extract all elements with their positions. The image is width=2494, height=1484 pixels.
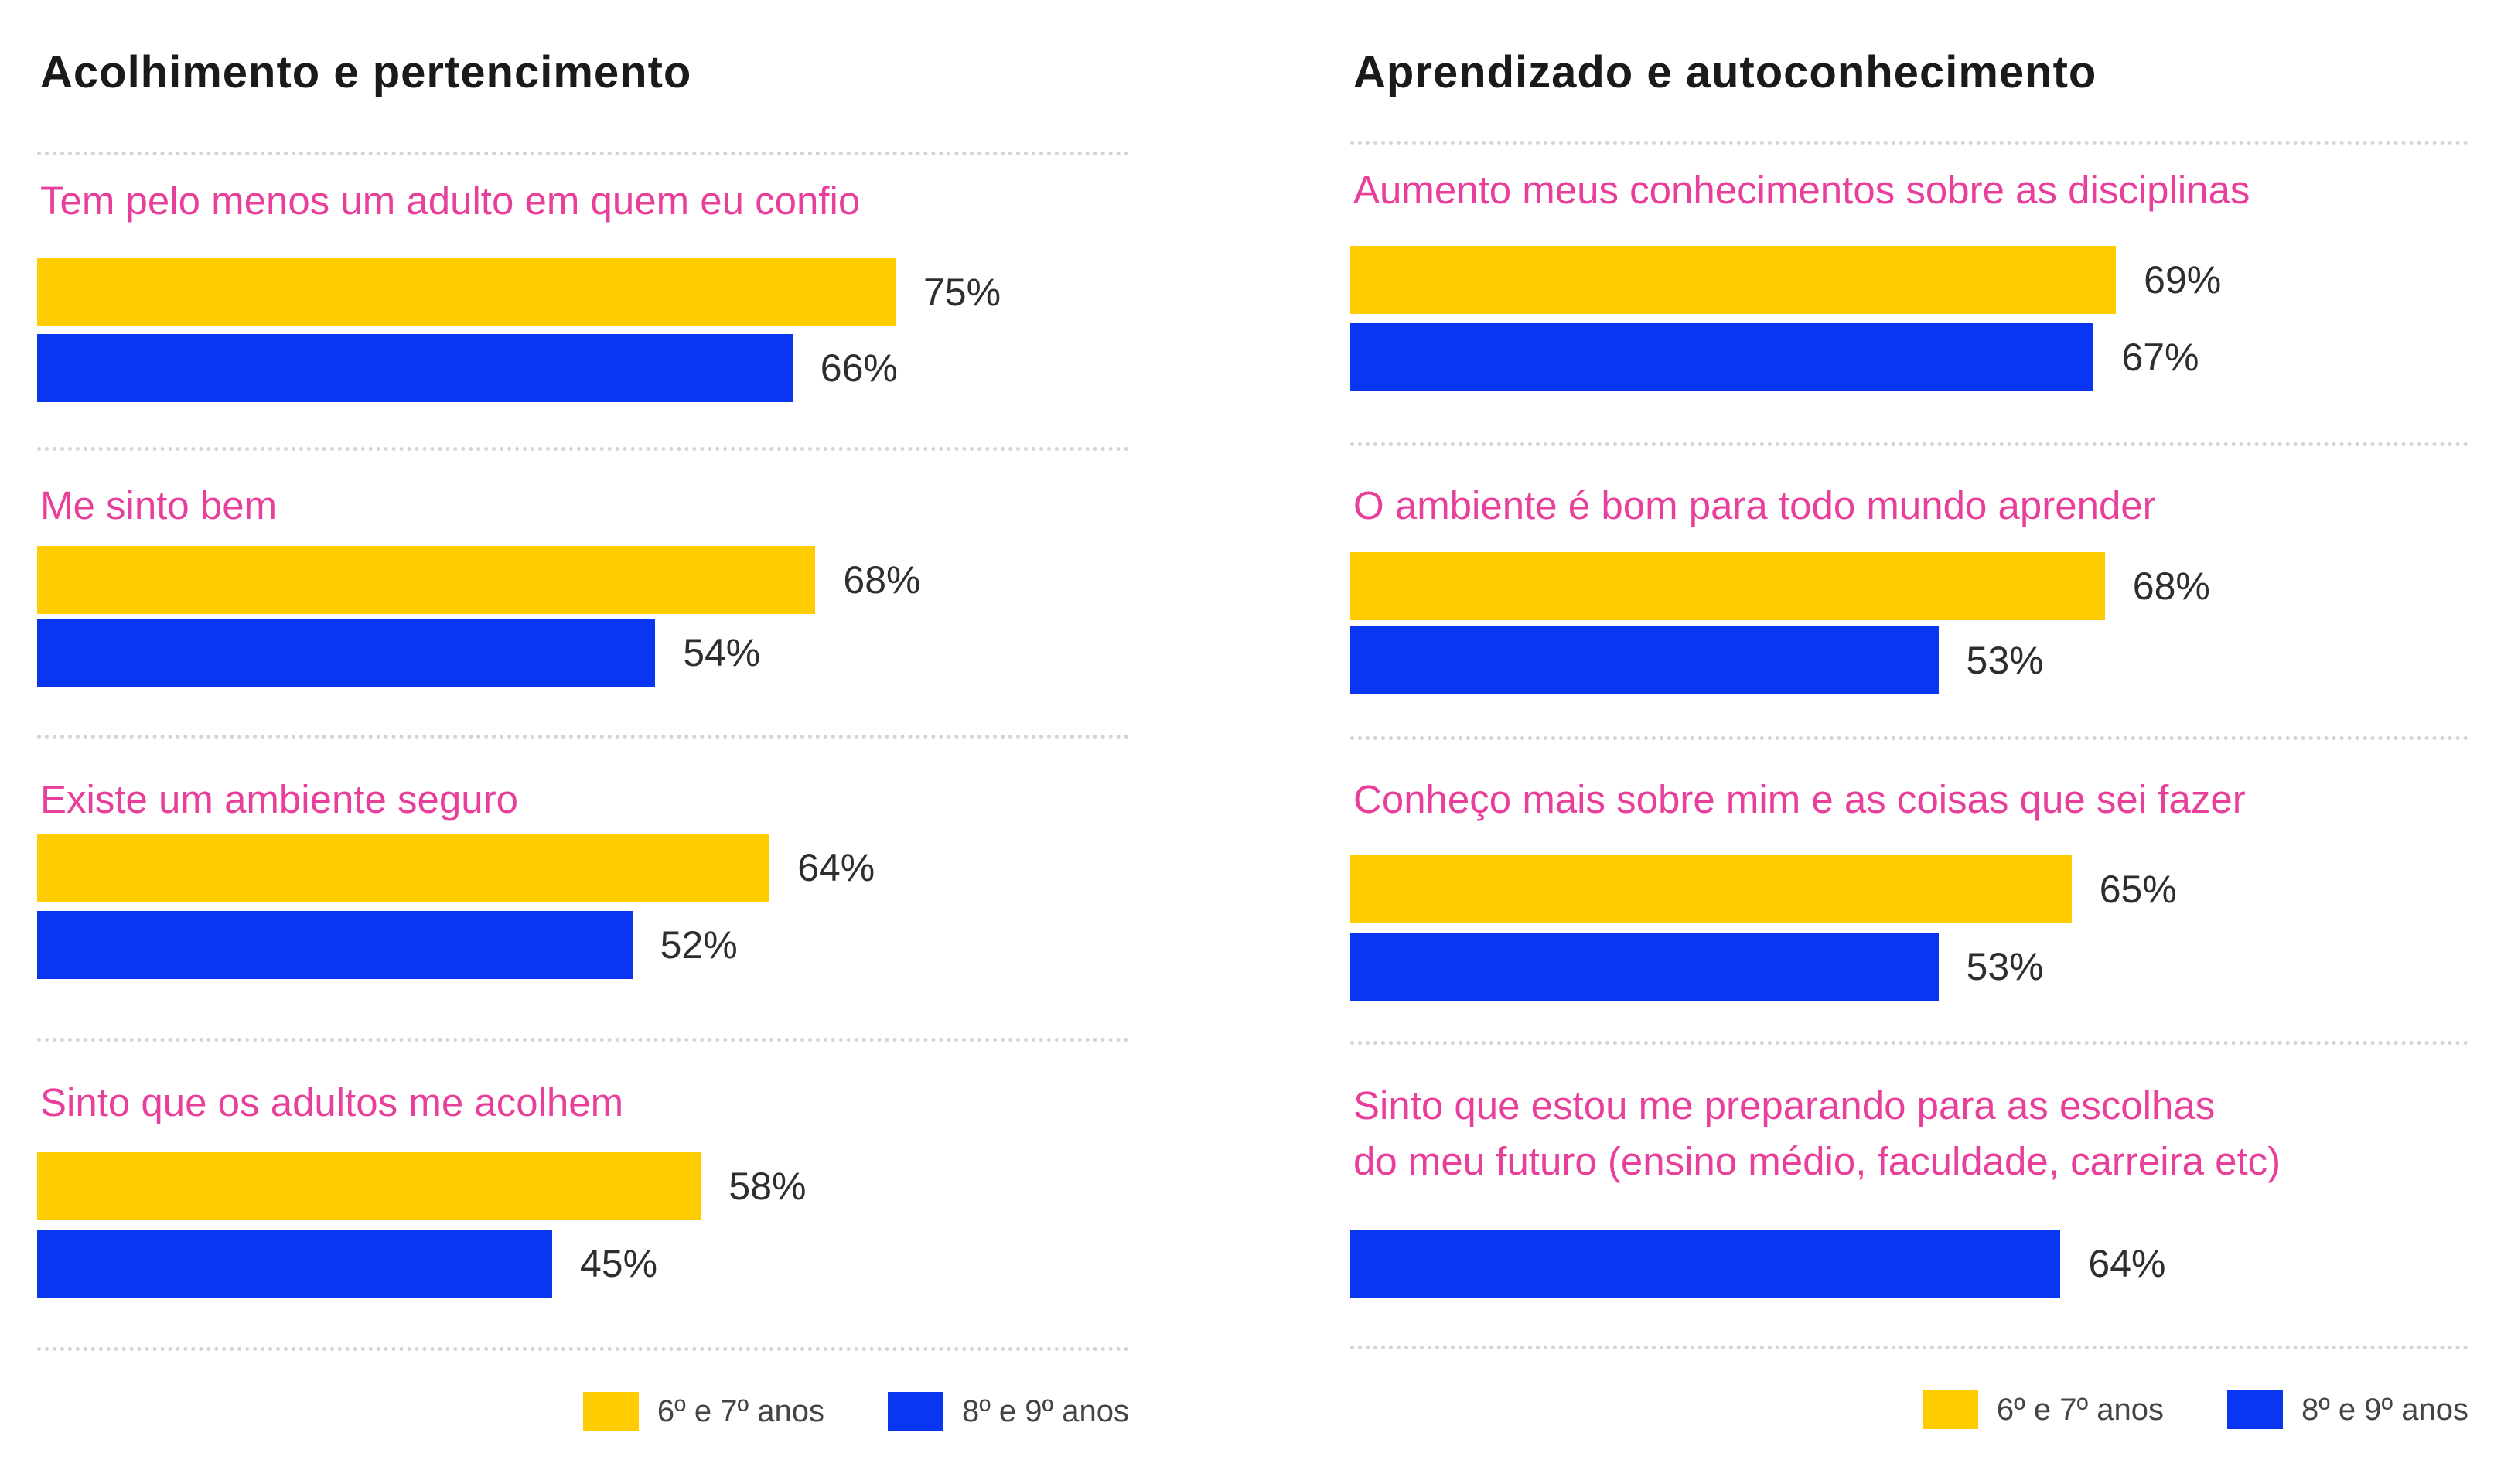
value-label: 54%	[683, 631, 761, 674]
bar-6-7-anos	[37, 1152, 701, 1220]
value-label: 58%	[728, 1165, 807, 1208]
value-label: 53%	[1966, 945, 2044, 988]
value-label: 75%	[923, 271, 1001, 314]
legend-item: 8º e 9º anos	[2226, 1390, 2468, 1429]
value-label: 64%	[797, 846, 875, 889]
category-label: Aumento meus conhecimentos sobre as disc…	[1353, 168, 2250, 212]
bar-6-7-anos	[1350, 855, 2072, 923]
bar-8-9-anos	[1350, 933, 1939, 1001]
value-label: 52%	[660, 923, 738, 967]
value-label: 69%	[2144, 258, 2222, 302]
dotted-divider	[1350, 442, 2468, 446]
legend-swatch	[1922, 1390, 1978, 1429]
value-label: 65%	[2099, 868, 2177, 911]
bar-6-7-anos	[1350, 552, 2105, 620]
bar-6-7-anos	[37, 258, 896, 326]
dotted-divider	[1350, 141, 2468, 145]
category-label: do meu futuro (ensino médio, faculdade, …	[1353, 1139, 2281, 1183]
category-label: Tem pelo menos um adulto em quem eu conf…	[40, 179, 861, 223]
legend-label: 8º e 9º anos	[2301, 1392, 2468, 1427]
dotted-divider	[37, 1038, 1129, 1042]
bar-8-9-anos	[37, 334, 793, 402]
category-label: Existe um ambiente seguro	[40, 777, 518, 821]
dotted-divider	[1350, 1346, 2468, 1349]
category-label: O ambiente é bom para todo mundo aprende…	[1353, 483, 2156, 527]
legend-item: 8º e 9º anos	[887, 1392, 1129, 1431]
bar-8-9-anos	[1350, 626, 1939, 694]
category-label: Me sinto bem	[40, 483, 278, 527]
value-label: 67%	[2121, 336, 2199, 379]
legend: 6º e 7º anos 8º e 9º anos	[520, 1392, 1129, 1431]
legend-swatch	[582, 1392, 639, 1431]
dotted-divider	[1350, 1041, 2468, 1045]
category-label: Conheço mais sobre mim e as coisas que s…	[1353, 777, 2246, 821]
legend-swatch	[887, 1392, 943, 1431]
bar-6-7-anos	[37, 546, 816, 614]
dotted-divider	[1350, 736, 2468, 740]
dotted-divider	[37, 152, 1129, 155]
value-label: 68%	[843, 558, 921, 602]
legend-item: 6º e 7º anos	[1922, 1390, 2164, 1429]
category-label: Sinto que os adultos me acolhem	[40, 1080, 624, 1124]
category-label: Sinto que estou me preparando para as es…	[1353, 1083, 2216, 1127]
bar-8-9-anos	[37, 619, 656, 687]
value-label: 68%	[2132, 565, 2210, 608]
bar-8-9-anos	[37, 911, 633, 979]
dotted-divider	[37, 735, 1129, 739]
bar-8-9-anos	[1350, 323, 2094, 391]
value-label: 53%	[1966, 639, 2044, 682]
value-label: 64%	[2088, 1242, 2166, 1285]
legend: 6º e 7º anos 8º e 9º anos	[1859, 1390, 2468, 1429]
legend-label: 6º e 7º anos	[657, 1394, 824, 1428]
legend-item: 6º e 7º anos	[582, 1392, 824, 1431]
legend-swatch	[2226, 1390, 2283, 1429]
legend-label: 6º e 7º anos	[1996, 1392, 2164, 1427]
dotted-divider	[37, 447, 1129, 451]
dotted-divider	[37, 1347, 1129, 1351]
bar-8-9-anos	[37, 1230, 552, 1298]
legend-label: 8º e 9º anos	[961, 1394, 1129, 1428]
value-label: 45%	[580, 1242, 658, 1285]
value-label: 66%	[820, 346, 898, 390]
chart-title: Acolhimento e pertencimento	[40, 47, 692, 97]
bar-6-7-anos	[1350, 246, 2117, 314]
chart-title: Aprendizado e autoconhecimento	[1353, 47, 2097, 97]
bar-8-9-anos	[1350, 1230, 2061, 1298]
bar-6-7-anos	[37, 834, 770, 902]
